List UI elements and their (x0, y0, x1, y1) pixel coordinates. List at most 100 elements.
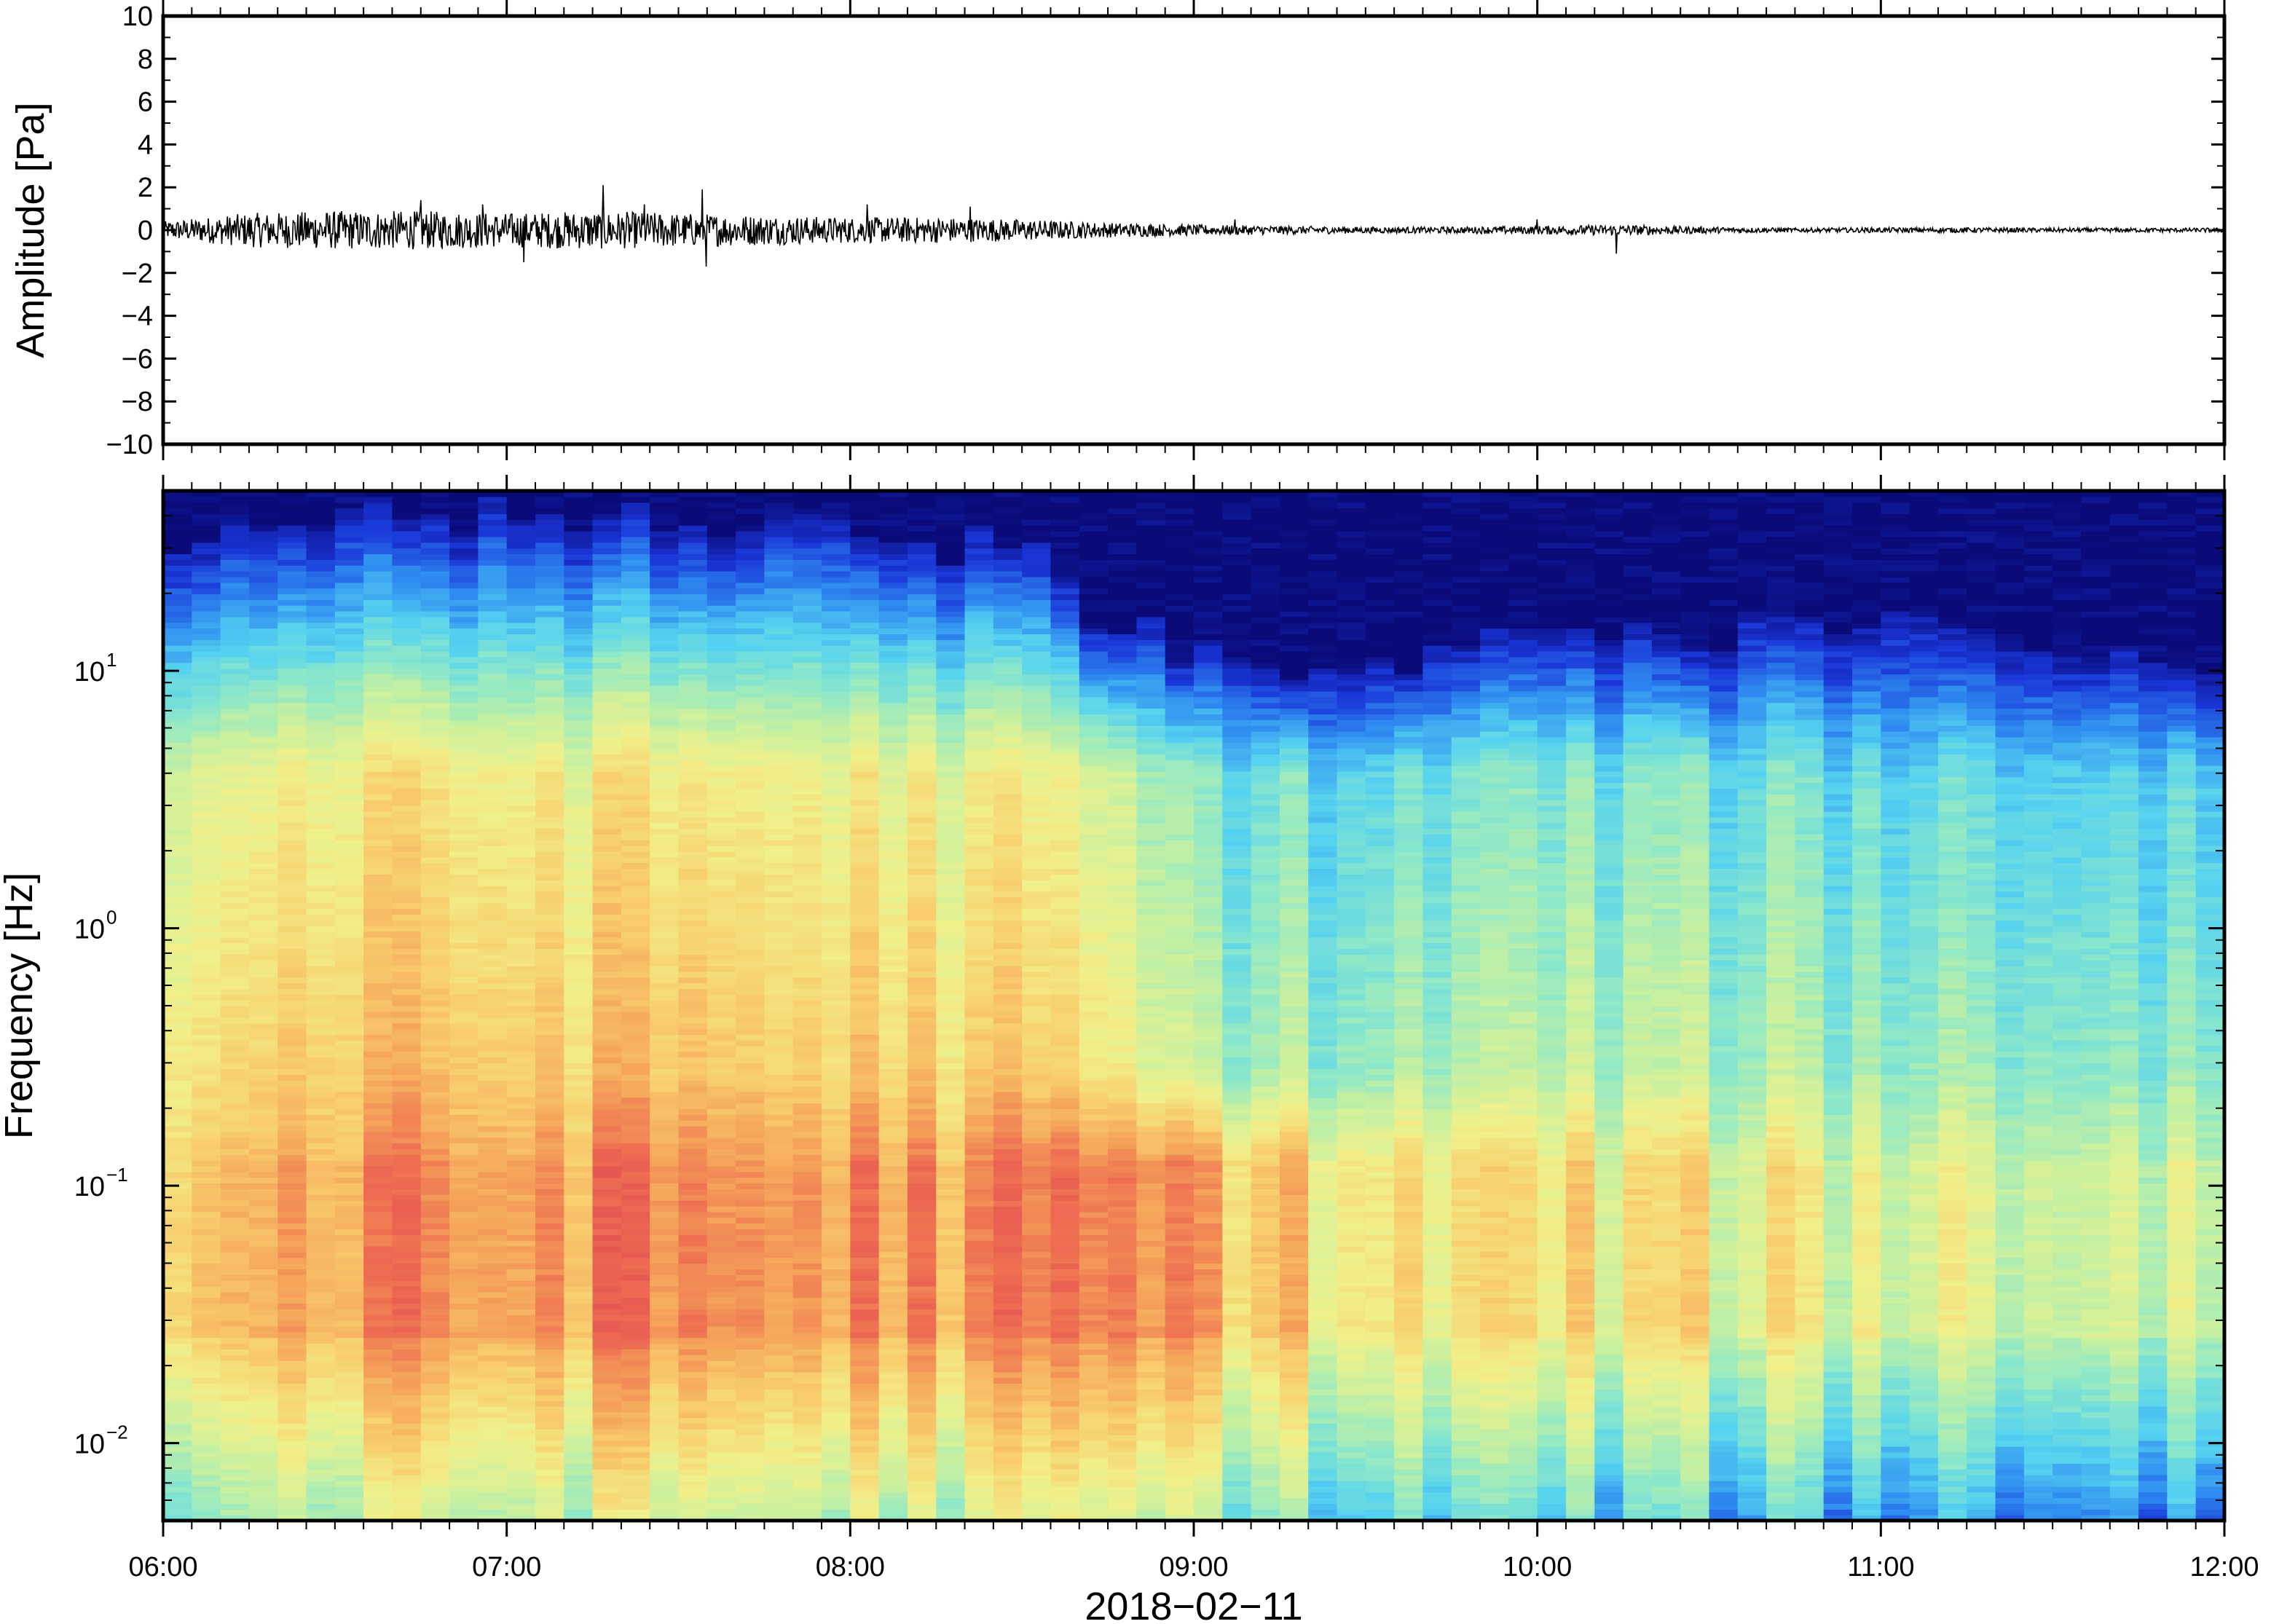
spectrogram-cell (822, 1085, 851, 1092)
spectrogram-cell (736, 530, 765, 537)
spectrogram-cell (306, 1045, 336, 1052)
spectrogram-cell (192, 971, 221, 978)
spectrogram-cell (792, 594, 822, 600)
spectrogram-cell (278, 742, 307, 749)
spectrogram-cell (564, 960, 594, 966)
spectrogram-cell (220, 960, 250, 966)
spectrogram-cell (306, 765, 336, 772)
spectrogram-cell (392, 977, 422, 984)
spectrogram-cell (392, 1000, 422, 1006)
spectrogram-cell (220, 896, 250, 904)
spectrogram-cell (278, 570, 307, 578)
spectrogram-cell (850, 1383, 880, 1390)
spectrogram-cell (907, 1269, 937, 1275)
spectrogram-cell (621, 782, 650, 789)
spectrogram-cell (878, 634, 908, 640)
spectrogram-cell (420, 1515, 450, 1521)
spectrogram-cell (878, 1211, 908, 1218)
spectrogram-cell (478, 679, 508, 686)
spectrogram-cell (564, 582, 594, 589)
spectrogram-cell (736, 954, 765, 961)
spectrogram-cell (907, 1120, 937, 1127)
spectrogram-cell (248, 1171, 278, 1178)
spectrogram-cell (449, 594, 479, 600)
spectrogram-cell (707, 1171, 736, 1178)
spectrogram-cell (621, 628, 650, 634)
spectrogram-cell (850, 622, 880, 629)
spectrogram-cell (478, 1497, 508, 1505)
spectrogram-cell (449, 994, 479, 1001)
spectrogram-cell (878, 553, 908, 560)
spectrogram-cell (163, 628, 192, 634)
spectrogram-cell (564, 1189, 594, 1195)
spectrogram-cell (363, 1360, 393, 1367)
spectrogram-cell (163, 920, 192, 926)
spectrogram-cell (220, 594, 250, 600)
spectrogram-cell (822, 559, 851, 566)
spectrogram-cell (220, 982, 250, 990)
spectrogram-cell (707, 966, 736, 972)
spectrogram-cell (736, 862, 765, 870)
spectrogram-cell (163, 1131, 192, 1138)
spectrogram-cell (764, 685, 794, 692)
spectrogram-cell (878, 1165, 908, 1172)
spectrogram-cell (707, 760, 736, 766)
spectrogram-cell (736, 1148, 765, 1155)
spectrogram-cell (764, 622, 794, 629)
spectrogram-cell (449, 1211, 479, 1218)
spectrogram-cell (678, 519, 708, 526)
spectrogram-cell (535, 1183, 564, 1189)
spectrogram-cell (449, 639, 479, 646)
spectrogram-cell (334, 1183, 364, 1189)
spectrogram-cell (278, 868, 307, 875)
spectrogram-cell (278, 800, 307, 806)
spectrogram-cell (248, 1291, 278, 1298)
spectrogram-cell (334, 690, 364, 698)
spectrogram-cell (650, 1475, 680, 1481)
spectrogram-cell (678, 1440, 708, 1447)
spectrogram-cell (564, 690, 594, 698)
spectrogram-cell (420, 1320, 450, 1327)
spectrogram-cell (306, 1040, 336, 1046)
spectrogram-cell (163, 828, 192, 835)
spectrogram-cell (478, 1331, 508, 1339)
spectrogram-cell (535, 679, 564, 686)
spectrogram-cell (592, 982, 622, 990)
spectrogram-cell (334, 1097, 364, 1104)
spectrogram-cell (822, 1491, 851, 1499)
spectrogram-cell (192, 1285, 221, 1293)
spectrogram-cell (306, 536, 336, 543)
spectrogram-cell (792, 1017, 822, 1024)
spectrogram-cell (850, 1509, 880, 1515)
spectrogram-cell (220, 502, 250, 509)
spectrogram-cell (564, 1229, 594, 1235)
spectrogram-cell (478, 770, 508, 778)
spectrogram-cell (736, 966, 765, 972)
spectrogram-cell (392, 656, 422, 663)
spectrogram-cell (764, 742, 794, 749)
spectrogram-cell (220, 776, 250, 784)
spectrogram-cell (907, 886, 937, 892)
spectrogram-cell (220, 1423, 250, 1430)
spectrogram-cell (736, 1463, 765, 1470)
spectrogram-cell (506, 760, 536, 766)
spectrogram-cell (822, 628, 851, 634)
spectrogram-cell (764, 1371, 794, 1379)
spectrogram-cell (392, 954, 422, 961)
spectrogram-cell (420, 1503, 450, 1510)
spectrogram-cell (736, 616, 765, 623)
spectrogram-cell (334, 530, 364, 537)
spectrogram-cell (878, 1194, 908, 1201)
spectrogram-cell (564, 1491, 594, 1499)
spectrogram-cell (878, 1057, 908, 1064)
spectrogram-cell (449, 1245, 479, 1253)
spectrogram-cell (363, 868, 393, 875)
spectrogram-cell (506, 1355, 536, 1361)
spectrogram-cell (764, 1263, 794, 1269)
spectrogram-cell (621, 1120, 650, 1127)
spectrogram-cell (907, 1217, 937, 1224)
spectrogram-cell (392, 696, 422, 703)
spectrogram-cell (678, 754, 708, 760)
spectrogram-cell (792, 816, 822, 824)
spectrogram-cell (822, 708, 851, 714)
